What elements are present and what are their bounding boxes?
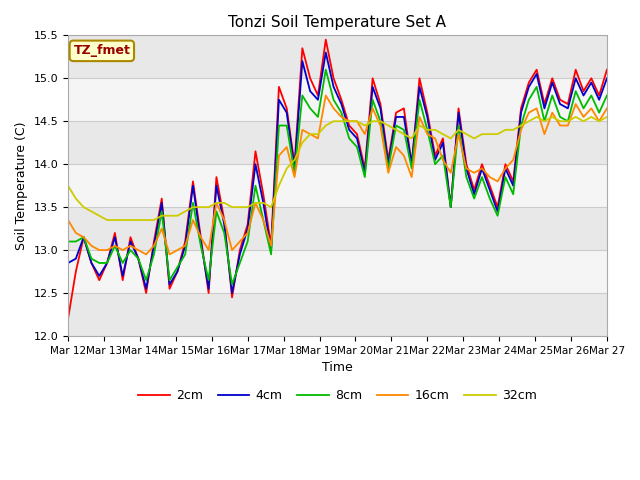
16cm: [142, 252, 150, 257]
X-axis label: Time: Time: [322, 361, 353, 374]
4cm: [376, 106, 384, 111]
16cm: [603, 106, 611, 111]
8cm: [376, 119, 384, 124]
8cm: [228, 282, 236, 288]
Text: TZ_fmet: TZ_fmet: [74, 44, 131, 57]
16cm: [64, 217, 72, 223]
Bar: [68, 78, 607, 121]
8cm: [298, 93, 306, 98]
Line: 16cm: 16cm: [68, 96, 607, 254]
32cm: [197, 204, 205, 210]
16cm: [376, 123, 384, 129]
2cm: [525, 80, 532, 85]
2cm: [322, 37, 330, 43]
32cm: [369, 119, 376, 124]
4cm: [322, 49, 330, 55]
16cm: [197, 234, 205, 240]
Bar: [68, 207, 607, 250]
32cm: [603, 114, 611, 120]
32cm: [298, 140, 306, 145]
4cm: [189, 183, 197, 189]
8cm: [603, 93, 611, 98]
16cm: [134, 247, 142, 253]
Bar: [68, 121, 607, 164]
Title: Tonzi Soil Temperature Set A: Tonzi Soil Temperature Set A: [228, 15, 447, 30]
32cm: [103, 217, 111, 223]
Line: 2cm: 2cm: [68, 40, 607, 319]
32cm: [142, 217, 150, 223]
4cm: [298, 58, 306, 64]
4cm: [134, 256, 142, 262]
Bar: [68, 250, 607, 293]
Line: 4cm: 4cm: [68, 52, 607, 293]
2cm: [603, 67, 611, 72]
Bar: [68, 164, 607, 207]
2cm: [134, 256, 142, 262]
2cm: [64, 316, 72, 322]
Bar: [68, 36, 607, 78]
16cm: [541, 131, 548, 137]
2cm: [533, 67, 541, 72]
8cm: [189, 200, 197, 206]
4cm: [64, 260, 72, 266]
16cm: [322, 93, 330, 98]
8cm: [64, 239, 72, 244]
Line: 8cm: 8cm: [68, 70, 607, 285]
4cm: [236, 252, 244, 257]
32cm: [533, 114, 541, 120]
8cm: [236, 260, 244, 266]
32cm: [236, 204, 244, 210]
2cm: [369, 75, 376, 81]
Line: 32cm: 32cm: [68, 117, 607, 220]
Y-axis label: Soil Temperature (C): Soil Temperature (C): [15, 121, 28, 250]
16cm: [236, 239, 244, 244]
4cm: [228, 290, 236, 296]
32cm: [541, 119, 548, 124]
16cm: [298, 127, 306, 132]
32cm: [64, 183, 72, 189]
8cm: [134, 256, 142, 262]
Bar: [68, 293, 607, 336]
2cm: [228, 294, 236, 300]
8cm: [541, 119, 548, 124]
4cm: [603, 75, 611, 81]
4cm: [541, 106, 548, 111]
Legend: 2cm, 4cm, 8cm, 16cm, 32cm: 2cm, 4cm, 8cm, 16cm, 32cm: [133, 384, 541, 408]
8cm: [322, 67, 330, 72]
2cm: [189, 179, 197, 184]
